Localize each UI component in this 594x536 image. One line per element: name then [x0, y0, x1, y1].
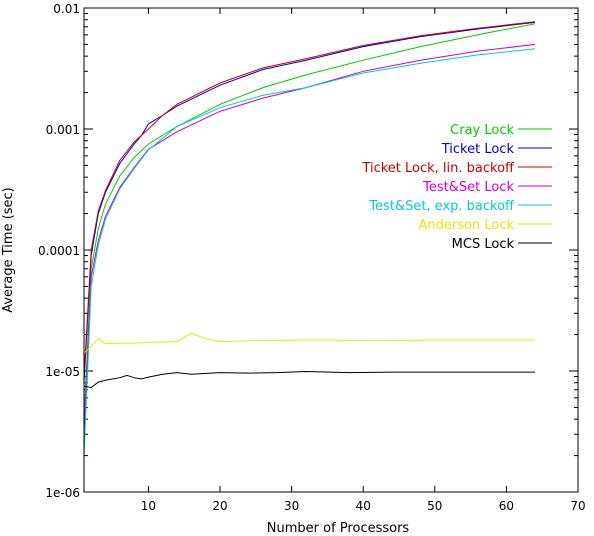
x-tick-label: 60 [499, 499, 514, 513]
legend-label: Test&Set, exp. backoff [368, 199, 515, 214]
x-tick-labels: 10 20 30 40 50 60 70 [141, 499, 586, 513]
y-axis-label: Average Time (sec) [1, 187, 16, 313]
y-tick-label: 0.0001 [38, 244, 80, 258]
legend-label: Cray Lock [450, 123, 514, 138]
plot-frame [83, 7, 579, 493]
x-tick-label: 50 [427, 499, 442, 513]
legend-label: Anderson Lock [419, 218, 515, 233]
series-line-anderson-lock [83, 332, 535, 354]
series-line-mcs-lock [83, 370, 535, 389]
x-tick-label: 10 [141, 499, 156, 513]
series-line-ticket-lock-lin-backoff [83, 21, 536, 377]
series-lines [83, 21, 536, 456]
x-tick-label: 70 [570, 499, 585, 513]
legend: Cray Lock Ticket Lock Ticket Lock, lin. ba… [361, 123, 552, 252]
series-line-test-set-exp-backoff [83, 48, 536, 456]
x-tick-label: 30 [284, 499, 299, 513]
legend-label: MCS Lock [452, 237, 515, 252]
x-axis-label: Number of Processors [267, 521, 410, 536]
legend-label: Test&Set Lock [422, 180, 514, 195]
x-tick-label: 20 [212, 499, 227, 513]
y-tick-label: 1e-06 [45, 486, 80, 500]
x-tick-label: 40 [356, 499, 371, 513]
y-tick-label: 1e-05 [45, 365, 80, 379]
y-tick-label: 0.01 [53, 2, 80, 16]
legend-label: Ticket Lock [441, 142, 515, 157]
legend-label: Ticket Lock, lin. backoff [361, 161, 515, 176]
y-tick-labels: 1e-06 1e-05 0.0001 0.001 0.01 [38, 2, 80, 500]
series-line-test-set-lock [83, 43, 536, 435]
y-tick-label: 0.001 [46, 123, 80, 137]
